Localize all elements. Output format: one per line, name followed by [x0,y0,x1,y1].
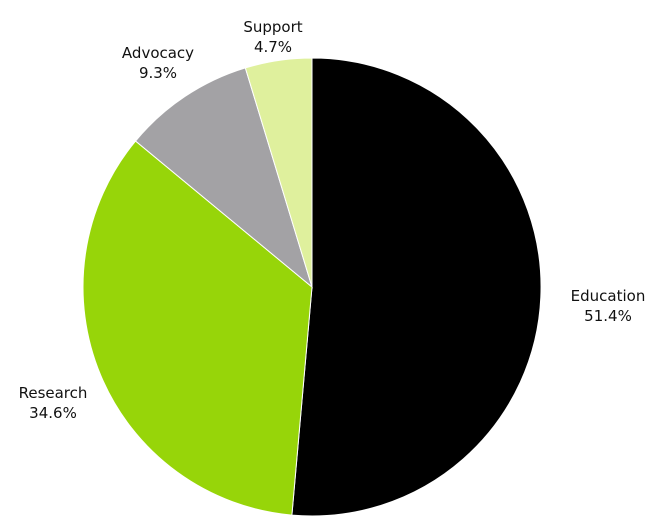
pie-slice-education [291,57,542,517]
slice-value-research: 34.6% [29,404,77,422]
pie-labels: Education 51.4% Research 34.6% Advocacy 9.3% S… [19,18,646,422]
slice-value-education: 51.4% [584,307,632,325]
slice-value-advocacy: 9.3% [139,64,177,82]
slice-value-support: 4.7% [254,38,292,56]
slice-label-support: Support [243,18,302,36]
pie-slice-research [82,140,313,516]
pie-slice-advocacy [134,67,313,289]
slice-label-research: Research [19,384,88,402]
pie-slices [82,57,542,517]
slice-label-advocacy: Advocacy [122,44,194,62]
pie-slice-support [244,57,313,288]
slice-label-education: Education [571,287,646,305]
